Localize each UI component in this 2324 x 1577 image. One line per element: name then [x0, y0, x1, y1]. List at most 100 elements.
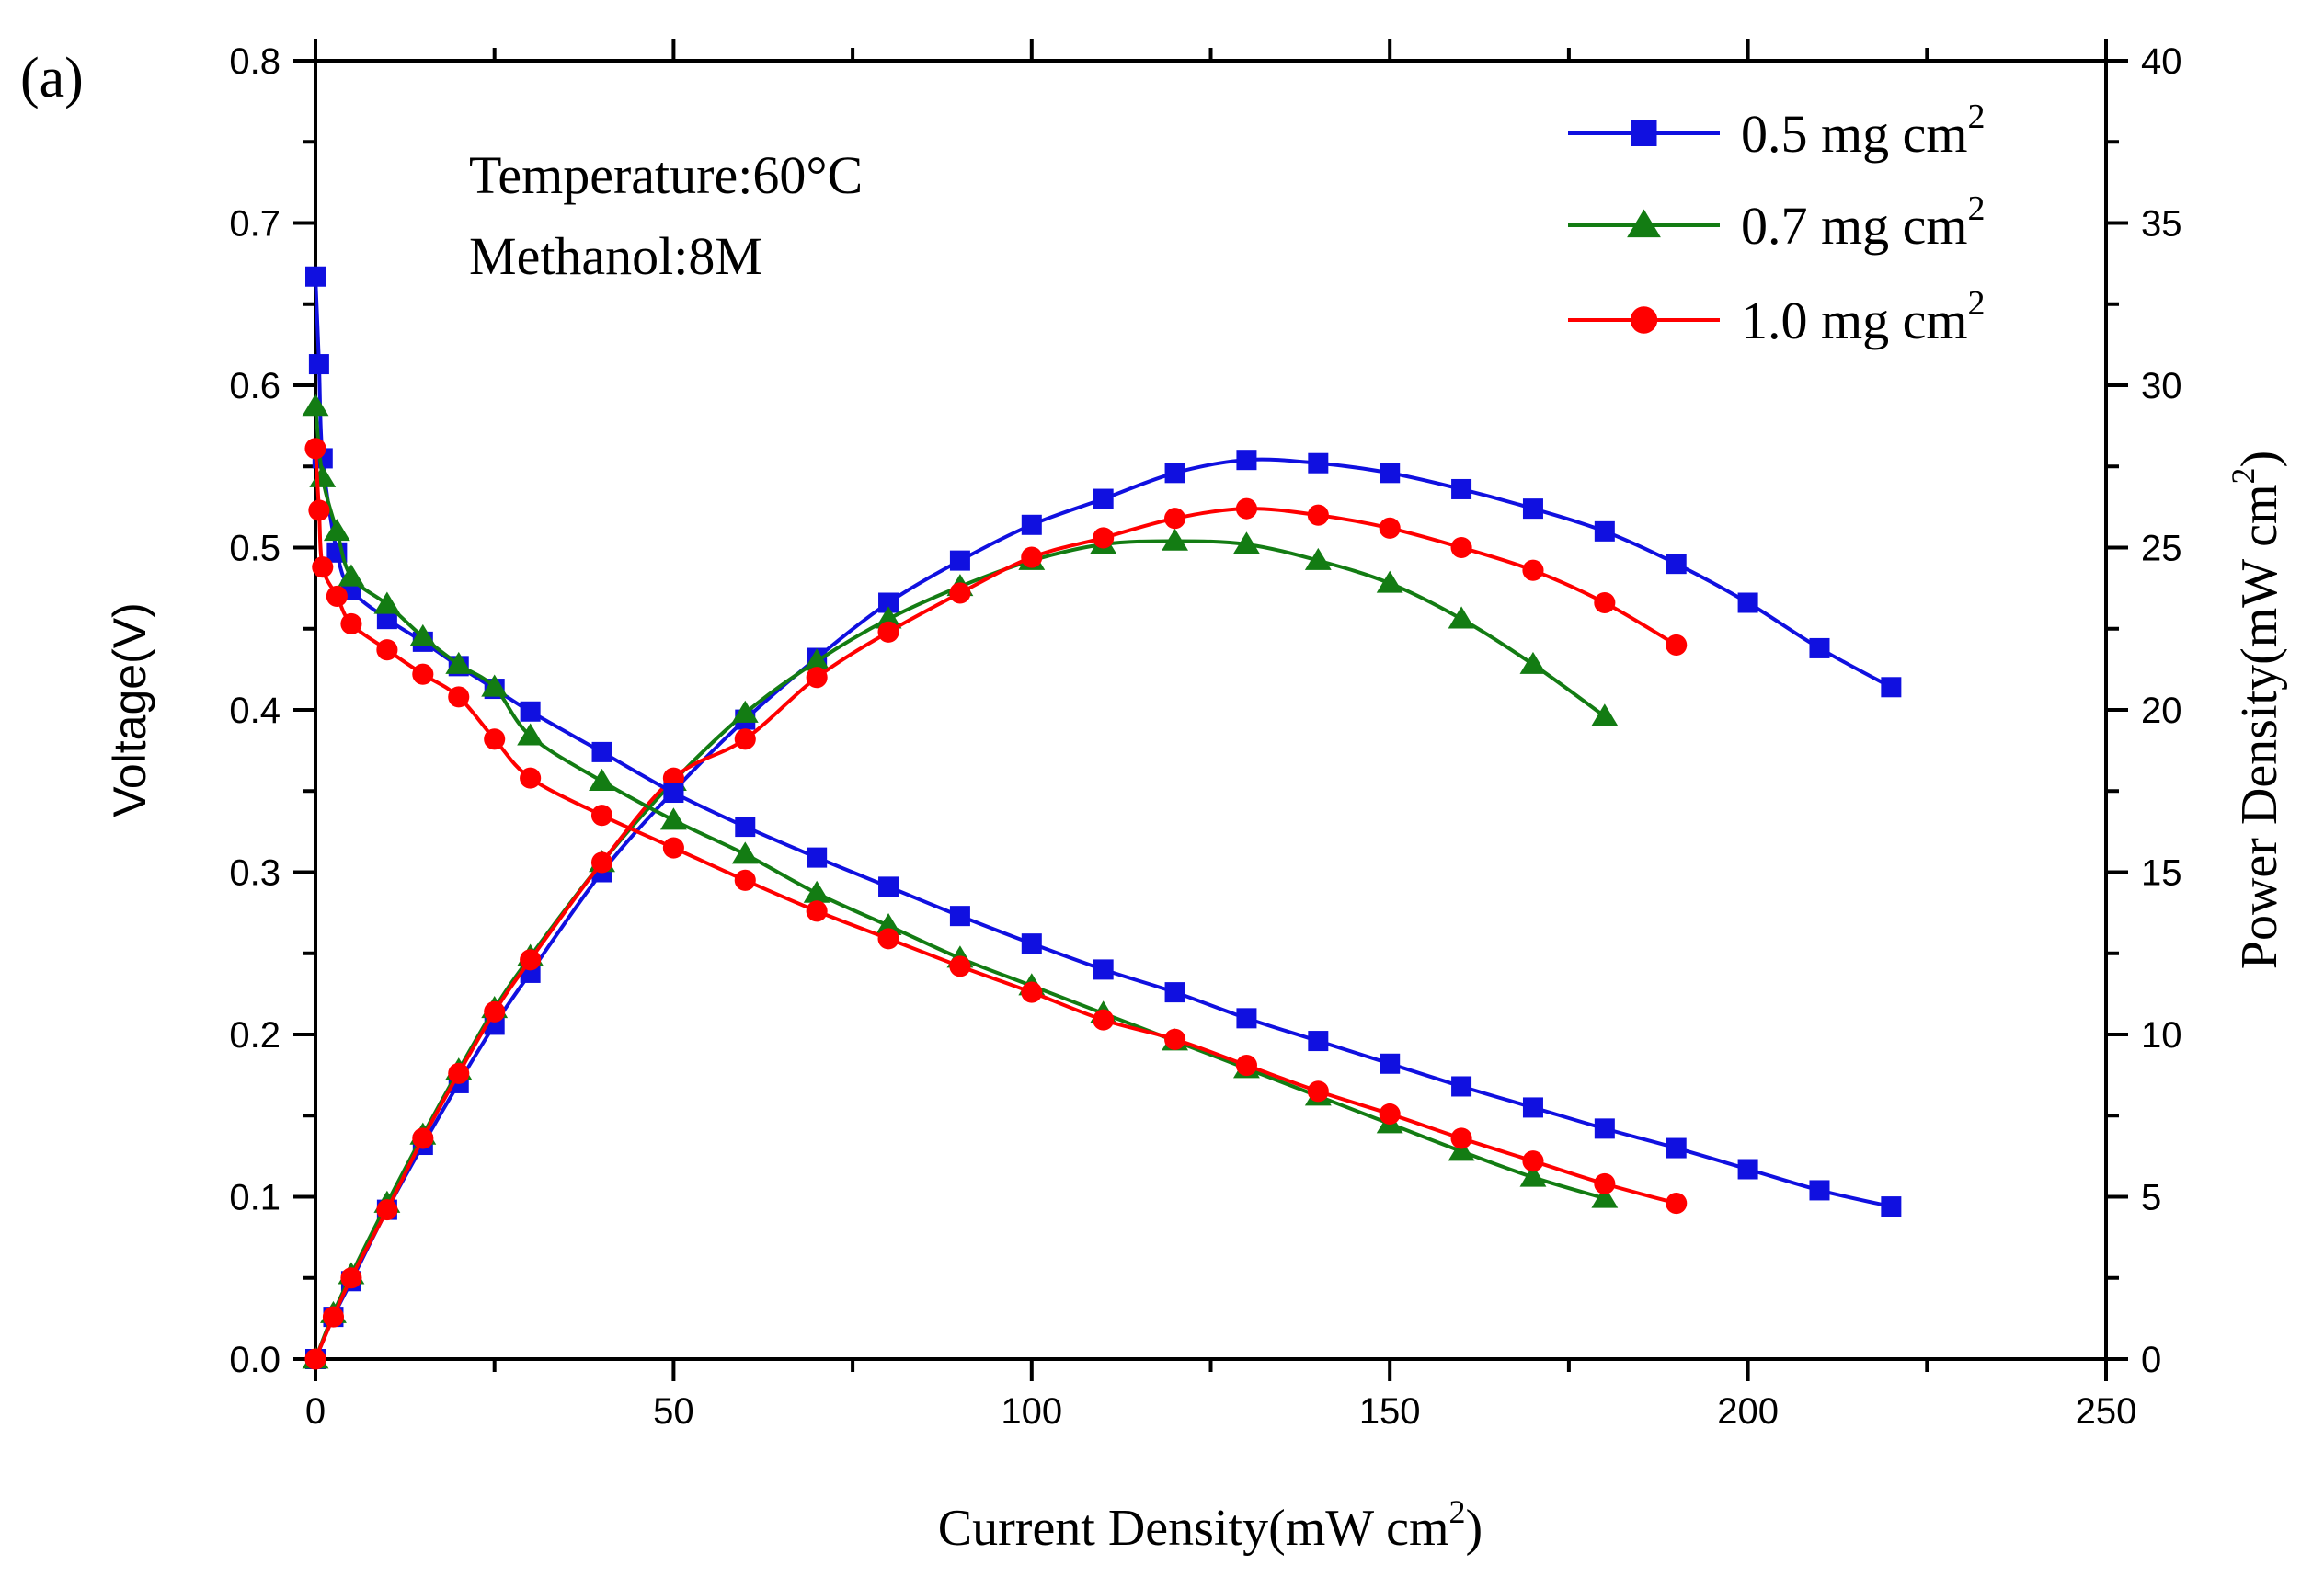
voltage-point	[340, 612, 362, 635]
power-point	[875, 606, 902, 629]
power-point	[1522, 559, 1544, 581]
power-curve	[314, 457, 1893, 1360]
y2-tick-label: 0	[2141, 1340, 2161, 1380]
voltage-point	[1236, 1008, 1257, 1029]
voltage-point	[1522, 1097, 1543, 1118]
y2-axis-title-sup: 2	[2225, 467, 2261, 484]
voltage-point	[517, 723, 544, 746]
series-power-circle	[304, 497, 1688, 1370]
panel-label: (a)	[20, 47, 84, 109]
voltage-point	[806, 900, 828, 922]
x-axis-title-main: Current Density(mW cm	[938, 1500, 1449, 1557]
tick-labels: 0 50 100 150 200 2500.00.10.20.30.40.50.60.70…	[229, 41, 2181, 1432]
voltage-point	[1235, 1054, 1257, 1077]
power-point	[1519, 651, 1547, 674]
voltage-curve	[314, 406, 1606, 1201]
voltage-point	[305, 266, 326, 287]
y2-axis-title-main: Power Density(mW cm	[2231, 484, 2288, 969]
voltage-point	[312, 556, 334, 578]
legend-item: 0.5 mg cm2	[1568, 97, 1985, 164]
voltage-point	[1021, 933, 1042, 954]
voltage-point	[807, 847, 828, 868]
power-point	[1450, 536, 1472, 559]
voltage-point	[1450, 1127, 1472, 1149]
power-point	[590, 851, 613, 874]
power-point	[1093, 527, 1115, 549]
voltage-point	[1594, 1118, 1615, 1139]
voltage-point	[1737, 1159, 1758, 1180]
voltage-point	[309, 464, 337, 487]
legend-label-main: 0.7 mg cm	[1741, 196, 1967, 256]
x-tick-label: 0	[305, 1391, 326, 1432]
power-point	[1304, 547, 1332, 570]
power-point	[949, 550, 970, 571]
voltage-point	[484, 728, 506, 750]
legend-marker	[1630, 306, 1658, 334]
power-point	[1307, 504, 1329, 526]
x-axis-title-sup: 2	[1449, 1493, 1466, 1530]
power-point	[448, 1062, 470, 1084]
voltage-point	[663, 783, 684, 804]
voltage-point	[520, 701, 541, 722]
series-voltage-square	[305, 266, 1902, 1217]
voltage-point	[662, 837, 684, 859]
power-point	[1737, 592, 1758, 613]
voltage-point	[326, 585, 348, 607]
y-tick-label: 0.4	[229, 691, 280, 731]
voltage-point	[1809, 1180, 1830, 1201]
power-point	[1379, 517, 1401, 539]
power-point	[1666, 554, 1687, 575]
power-point	[322, 1306, 345, 1328]
power-point	[1162, 528, 1188, 551]
x-tick-label: 150	[1359, 1391, 1421, 1432]
power-point	[1233, 531, 1260, 554]
legend-label-sup: 2	[1967, 189, 1985, 228]
y2-tick-label: 25	[2141, 529, 2182, 569]
axis-ticks	[293, 39, 2128, 1381]
y2-tick-label: 15	[2141, 853, 2182, 894]
y2-tick-label: 10	[2141, 1015, 2182, 1056]
y-tick-label: 0.0	[229, 1340, 280, 1380]
power-point	[376, 1199, 398, 1221]
voltage-point	[409, 623, 437, 646]
voltage-point	[376, 609, 397, 630]
y2-tick-label: 30	[2141, 366, 2182, 406]
voltage-point	[445, 651, 473, 674]
voltage-point	[1666, 1137, 1687, 1159]
x-axis-title-close: )	[1466, 1500, 1483, 1557]
power-point	[1451, 478, 1472, 499]
power-point	[1594, 591, 1616, 614]
y2-axis-title-close: )	[2231, 451, 2288, 468]
y-tick-label: 0.1	[229, 1178, 280, 1218]
legend-label-sup: 2	[1967, 284, 1985, 323]
power-point	[1448, 606, 1475, 629]
x-tick-label: 200	[1717, 1391, 1779, 1432]
voltage-point	[1666, 1193, 1688, 1215]
power-point	[1376, 570, 1403, 593]
power-point	[412, 1127, 434, 1149]
power-point	[1809, 637, 1830, 658]
voltage-point	[1519, 1164, 1547, 1187]
annotation-temperature: Temperature:60°C	[469, 145, 863, 205]
series-power-square	[305, 450, 1902, 1369]
voltage-point	[412, 663, 434, 685]
voltage-point	[1021, 981, 1043, 1003]
power-point	[1594, 520, 1615, 542]
voltage-point	[1448, 1138, 1475, 1161]
legend-item: 0.7 mg cm2	[1568, 189, 1985, 256]
y-tick-label: 0.3	[229, 853, 280, 894]
y2-tick-label: 5	[2141, 1178, 2161, 1218]
power-point	[1021, 514, 1042, 535]
voltage-point	[1591, 1185, 1619, 1208]
x-axis-title: Current Density(mW cm2)	[938, 1493, 1483, 1557]
legend-label: 0.7 mg cm2	[1741, 189, 1985, 256]
power-point	[1236, 450, 1257, 471]
legend-label-main: 0.5 mg cm	[1741, 104, 1967, 164]
power-curve	[314, 507, 1677, 1360]
voltage-point	[590, 805, 613, 827]
voltage-point	[1164, 1028, 1186, 1050]
legend-label-main: 1.0 mg cm	[1741, 291, 1967, 350]
power-point	[1093, 488, 1114, 509]
voltage-point	[1451, 1076, 1472, 1097]
